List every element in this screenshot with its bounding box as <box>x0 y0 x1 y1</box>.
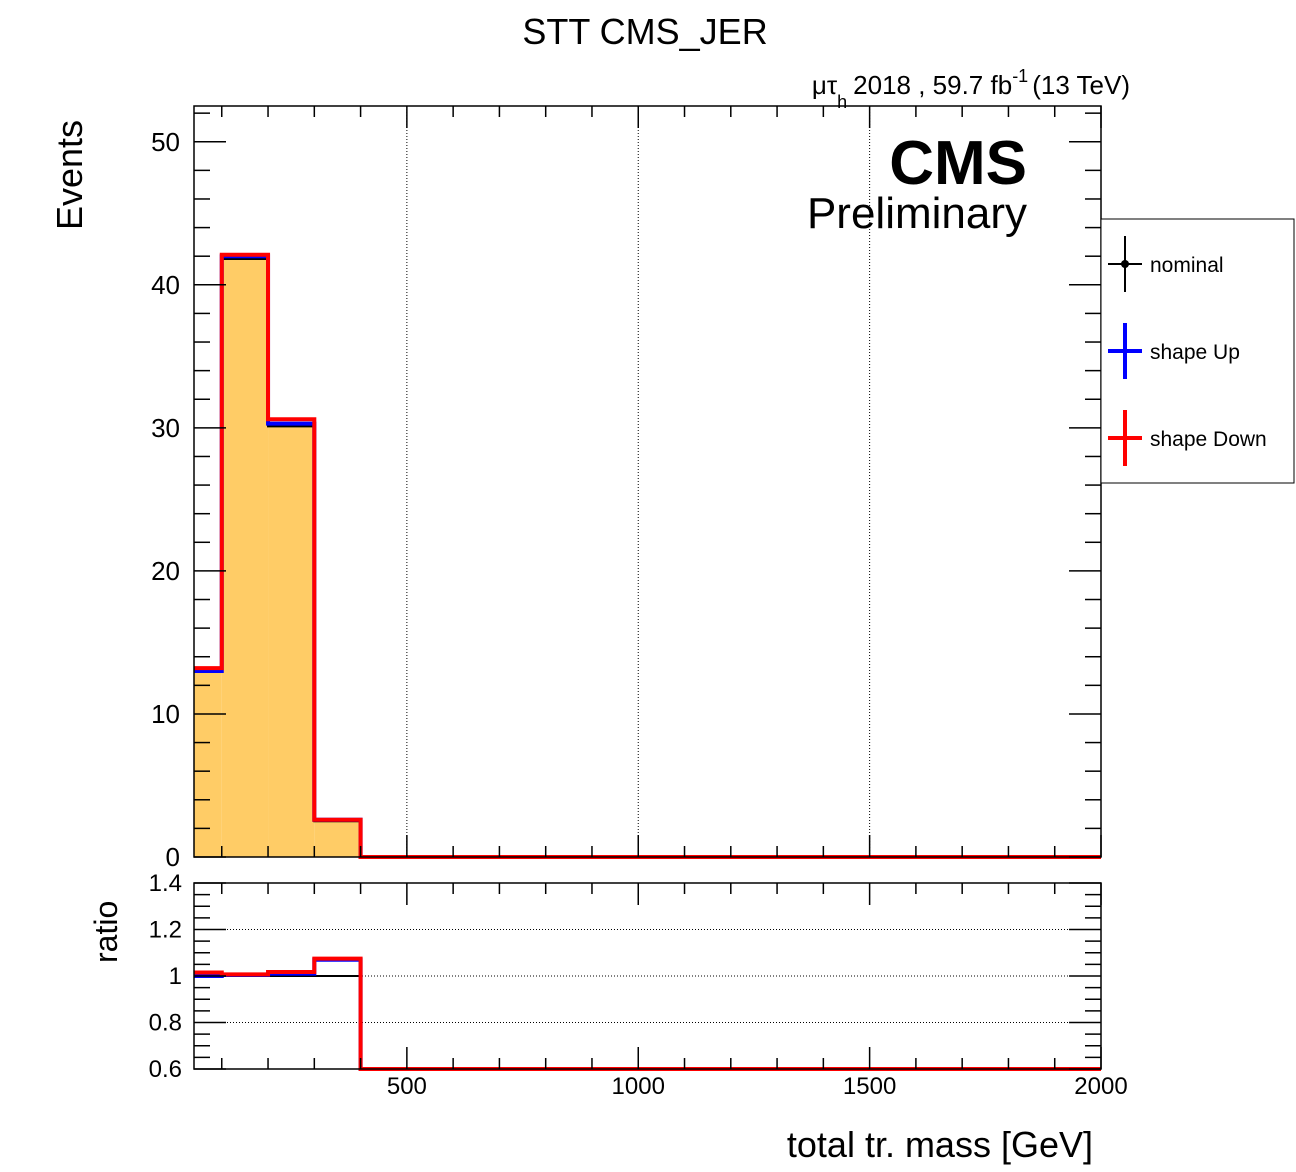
main-y-tick-label: 0 <box>166 842 180 872</box>
cms-label: CMS <box>889 129 1027 198</box>
legend-marker <box>1121 260 1129 268</box>
x-axis-label: total tr. mass [GeV] <box>787 1124 1093 1165</box>
main-y-axis-label: Events <box>49 120 90 230</box>
x-tick-label: 500 <box>387 1073 427 1100</box>
legend-label: nominal <box>1150 254 1224 277</box>
lumi-energy: (13 TeV) <box>1032 70 1130 100</box>
x-tick-label: 1500 <box>843 1073 896 1100</box>
ratio-y-tick-label: 1.4 <box>149 870 182 897</box>
ratio-y-tick-label: 1 <box>169 963 182 990</box>
ratio-y-tick-label: 0.8 <box>149 1010 182 1037</box>
legend: nominal shape Up shape Down <box>1100 218 1295 484</box>
main-series-line <box>194 254 1101 859</box>
main-y-tick-label: 20 <box>151 556 180 586</box>
main-grid <box>406 106 871 857</box>
main-series <box>194 252 1101 859</box>
main-y-tick-label: 30 <box>151 413 180 443</box>
main-bar-nominal <box>314 821 361 857</box>
main-bar-nominal <box>221 259 269 858</box>
lumi-channel-sub: h <box>837 92 847 112</box>
x-tick-label: 1000 <box>612 1073 665 1100</box>
legend-label: shape Up <box>1150 341 1240 364</box>
main-y-tick-label: 10 <box>151 699 180 729</box>
ratio-y-tick-label: 1.2 <box>149 917 182 944</box>
ratio-series <box>194 956 1101 1071</box>
ratio-axis-ticks: 0.6 0.8 1 1.2 1.4 500 1000 1500 2000 <box>149 870 1128 1100</box>
ratio-grid <box>194 929 1101 1023</box>
cms-sublabel: Preliminary <box>807 189 1027 238</box>
lumi-label: μτh 2018 , 59.7 fb-1 (13 TeV) <box>812 66 1130 112</box>
lumi-channel: μτ <box>812 70 838 100</box>
lumi-text: 2018 , 59.7 fb <box>853 70 1012 100</box>
legend-entries: nominal shape Up shape Down <box>1108 236 1267 466</box>
ratio-series-line <box>194 956 1101 1071</box>
lumi-sup: -1 <box>1012 66 1028 86</box>
main-series-line <box>194 252 1101 859</box>
main-bar-nominal <box>194 671 222 857</box>
x-tick-label: 2000 <box>1074 1073 1127 1100</box>
main-bar-nominal <box>268 426 315 857</box>
chart-title: STT CMS_JER <box>522 11 767 52</box>
ratio-y-axis-label: ratio <box>88 901 124 963</box>
ratio-y-tick-label: 0.6 <box>149 1056 182 1083</box>
main-y-tick-label: 50 <box>151 127 180 157</box>
main-axis-ticks: 0 10 20 30 40 50 <box>151 106 1102 872</box>
legend-label: shape Down <box>1150 428 1267 451</box>
main-y-tick-label: 40 <box>151 270 180 300</box>
main-series-line <box>194 258 1101 858</box>
